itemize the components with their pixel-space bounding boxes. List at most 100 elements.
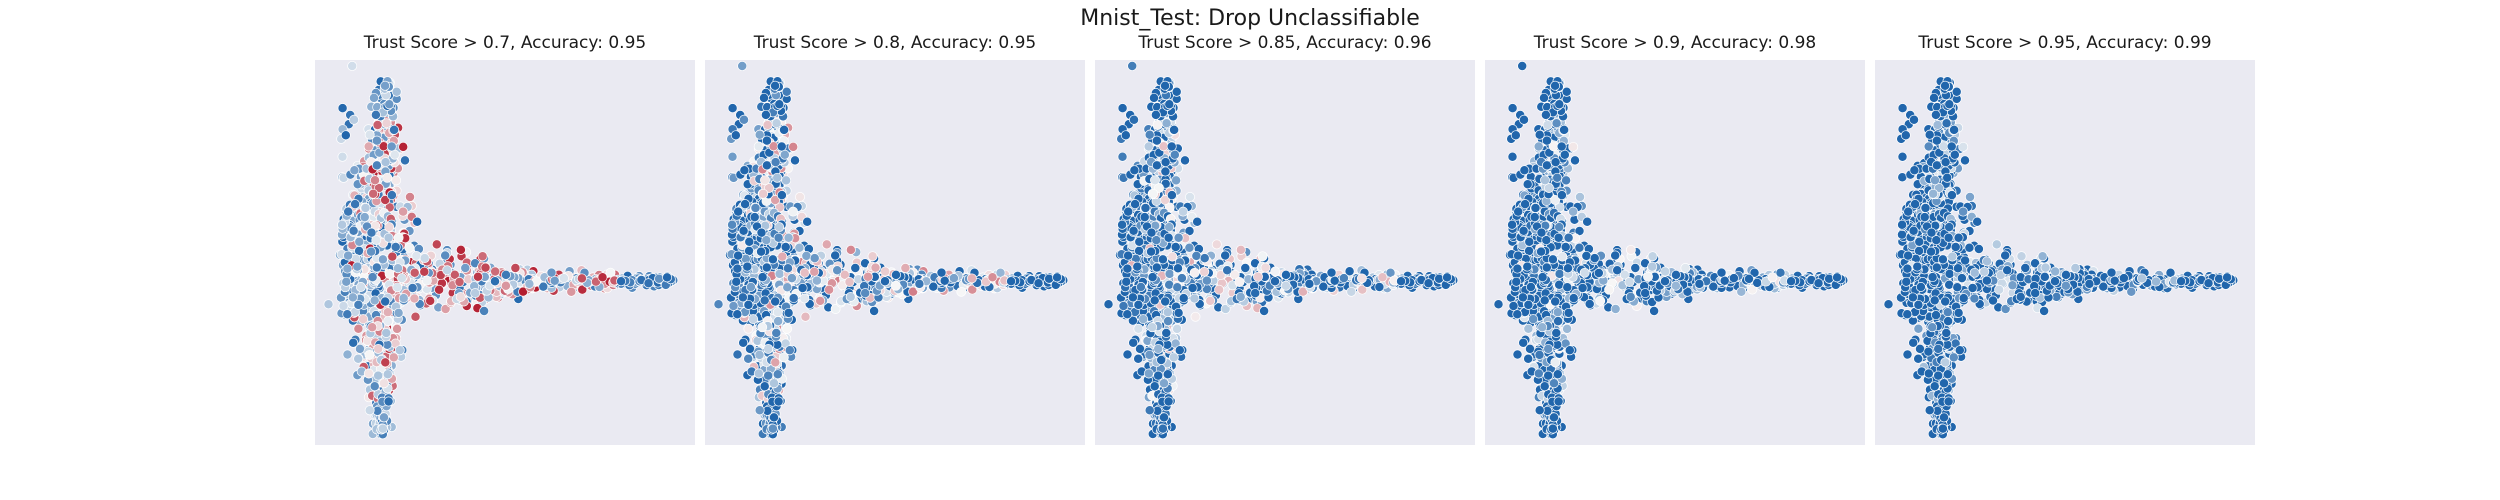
scatter-point xyxy=(394,345,405,356)
scatter-point xyxy=(353,323,364,334)
scatter-point xyxy=(1240,263,1251,273)
scatter-point xyxy=(739,165,750,176)
scatter-point xyxy=(337,151,348,162)
scatter-point xyxy=(770,195,781,205)
scatter-point xyxy=(409,267,420,278)
scatter-point xyxy=(788,141,799,152)
scatter-point xyxy=(779,124,790,135)
scatter-point xyxy=(1172,323,1183,334)
scatter-point xyxy=(802,216,813,227)
scatter-point xyxy=(616,276,627,287)
scatter-point xyxy=(371,235,382,246)
scatter-point xyxy=(869,306,880,316)
scatter-point xyxy=(767,254,778,265)
scatter-point xyxy=(1220,250,1231,261)
scatter-point xyxy=(1162,307,1173,318)
scatter-point xyxy=(455,291,466,302)
scatter-point xyxy=(1103,299,1114,310)
scatter-point xyxy=(890,280,901,291)
scatter-point xyxy=(380,296,391,307)
scatter-point xyxy=(743,323,754,334)
scatter-point xyxy=(364,405,375,416)
scatter-point xyxy=(737,292,748,303)
scatter-point xyxy=(479,306,490,316)
scatter-point xyxy=(1178,206,1189,217)
scatter-point xyxy=(1159,412,1169,423)
scatter-point xyxy=(384,222,395,233)
scatter-point xyxy=(1144,349,1155,360)
scatter-point xyxy=(870,262,881,273)
scatter-plot-1 xyxy=(315,60,695,445)
scatter-point xyxy=(774,268,785,279)
point-cloud xyxy=(323,61,679,440)
scatter-point xyxy=(1178,293,1189,304)
scatter-point xyxy=(880,276,890,287)
scatter-point xyxy=(1163,232,1174,243)
scatter-point xyxy=(733,206,744,217)
scatter-point xyxy=(1250,288,1261,299)
scatter-point xyxy=(780,242,791,252)
scatter-point xyxy=(1123,250,1134,261)
scatter-point xyxy=(1160,157,1171,168)
scatter-point xyxy=(1135,282,1146,292)
scatter-point xyxy=(1493,299,1504,310)
scatter-point xyxy=(761,160,772,171)
scatter-point xyxy=(473,271,483,282)
scatter-point xyxy=(377,423,388,434)
scatter-point xyxy=(347,292,358,303)
scatter-point xyxy=(1357,284,1368,295)
scatter-point xyxy=(501,269,511,280)
scatter-point xyxy=(799,267,810,278)
scatter-point xyxy=(349,114,359,125)
scatter-point xyxy=(1171,175,1182,186)
scatter-point xyxy=(358,314,369,325)
scatter-point xyxy=(421,275,432,286)
scatter-point xyxy=(1423,278,1434,289)
scatter-point xyxy=(412,216,423,227)
scatter-point xyxy=(1140,203,1151,213)
scatter-point xyxy=(776,141,787,152)
scatter-point xyxy=(759,381,770,392)
scatter-point xyxy=(1118,301,1129,311)
scatter-point xyxy=(386,190,397,201)
scatter-point xyxy=(1192,216,1203,227)
scatter-point xyxy=(377,254,388,265)
scatter-point xyxy=(1148,188,1159,199)
scatter-point xyxy=(400,155,410,166)
scatter-point xyxy=(371,135,382,146)
scatter-point xyxy=(773,316,784,327)
scatter-point xyxy=(352,261,363,272)
scatter-point xyxy=(383,316,394,327)
scatter-point xyxy=(392,323,403,334)
scatter-point xyxy=(770,296,781,307)
scatter-point xyxy=(654,273,665,284)
scatter-point xyxy=(1173,307,1184,318)
scatter-point xyxy=(801,250,812,261)
scatter-point xyxy=(454,277,465,287)
scatter-point xyxy=(364,129,375,140)
scatter-point xyxy=(597,272,608,283)
scatter-point xyxy=(364,349,375,360)
scatter-point xyxy=(790,155,800,166)
scatter-point xyxy=(908,286,919,297)
scatter-point xyxy=(1377,272,1388,283)
scatter-point xyxy=(1184,242,1195,253)
point-cloud xyxy=(1103,61,1459,440)
panel-title-2: Trust Score > 0.8, Accuracy: 0.95 xyxy=(753,33,1037,53)
scatter-panel-2: Trust Score > 0.8, Accuracy: 0.95 xyxy=(705,30,1085,450)
scatter-point xyxy=(384,99,395,110)
scatter-point xyxy=(1374,282,1385,292)
scatter-point xyxy=(753,141,764,152)
scatter-point xyxy=(1187,283,1198,293)
scatter-point xyxy=(1127,292,1138,303)
scatter-point xyxy=(1167,251,1178,262)
scatter-point xyxy=(353,299,364,310)
scatter-point xyxy=(1211,239,1222,250)
scatter-point xyxy=(839,269,850,280)
scatter-plot-4 xyxy=(1485,60,1865,445)
scatter-point xyxy=(1346,286,1357,297)
scatter-point xyxy=(354,236,365,247)
scatter-point xyxy=(566,286,577,297)
scatter-point xyxy=(1205,295,1216,306)
scatter-point xyxy=(546,267,557,278)
